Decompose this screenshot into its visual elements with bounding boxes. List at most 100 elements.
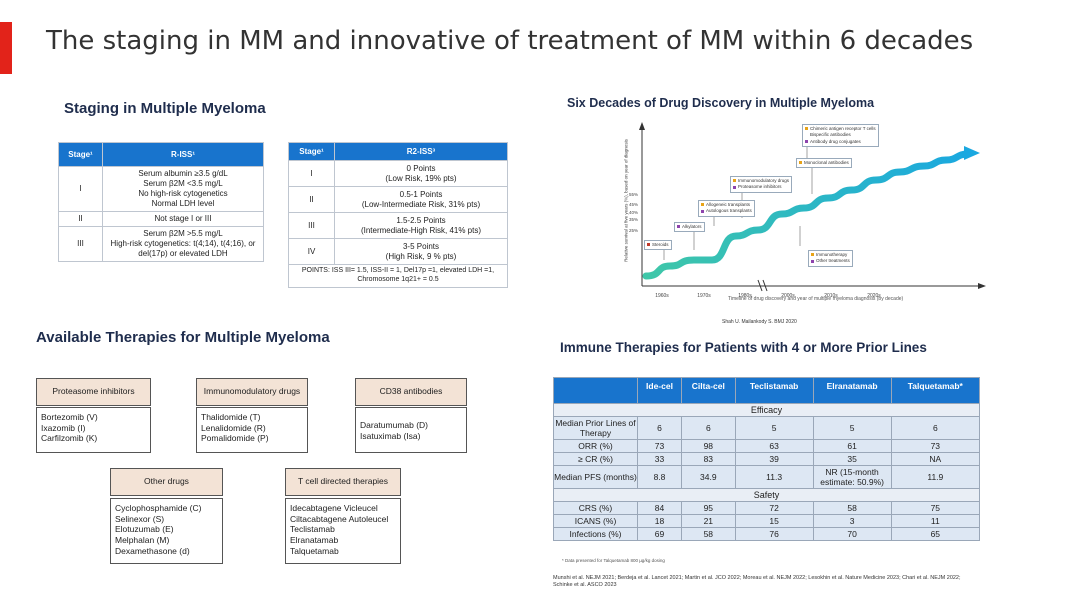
therapy-list-cd38: Daratumumab (D) Isatuximab (Isa) (355, 407, 467, 453)
riss-header-stage: Stage¹ (58, 142, 103, 167)
table-row: Median PFS (months) 8.8 34.9 11.3 NR (15… (553, 465, 981, 489)
criteria-line: Serum albumin ≥3.5 g/dL (138, 169, 228, 178)
table-row: IV 3-5 Points (High Risk, 9 % pts) (288, 238, 508, 265)
stage-cell: IV (288, 238, 335, 265)
list-item: Carfilzomib (K) (41, 433, 98, 444)
stage-cell: I (58, 166, 103, 212)
table-cell: 84 (637, 501, 682, 515)
chart-svg: 25% 35% 40% 45% 55% 1960s 1970s 1980s 2000s 2010… (629, 122, 986, 299)
col-header: Elranatamab (812, 377, 892, 404)
annotation-text: Proteasome inhibitors (738, 184, 782, 190)
table-cell: 39 (734, 452, 814, 466)
section-row: Efficacy (553, 403, 980, 417)
row-label: CRS (%) (553, 501, 638, 515)
table-cell: 11.3 (734, 465, 814, 489)
annotation-text: Immunotherapy (816, 252, 848, 257)
table-row: I Serum albumin ≥3.5 g/dL Serum β2M <3.5… (58, 166, 264, 212)
criteria-line: High-risk cytogenetics: t(4;14), t(4;16)… (110, 239, 256, 248)
legend-dot (733, 185, 736, 189)
table-cell: 58 (680, 527, 736, 541)
table-cell: 3 (812, 514, 892, 528)
therapy-group-proteasome: Proteasome inhibitors (36, 378, 151, 406)
legend-dot (733, 179, 736, 183)
list-item: Elotuzumab (E) (115, 524, 174, 535)
legend-dot (701, 209, 704, 213)
points-line: 0 Points (406, 163, 436, 173)
points-line: (Intermediate-High Risk, 41% pts) (360, 225, 482, 235)
table-cell: NA (890, 452, 981, 466)
table-cell: 33 (637, 452, 682, 466)
list-item: Bortezomib (V) (41, 412, 98, 422)
therapies-title: Available Therapies for Multiple Myeloma (36, 329, 330, 346)
annotation-text: Steroids (652, 242, 669, 247)
riss-table: Stage¹ R-ISS¹ I Serum albumin ≥3.5 g/dL … (58, 142, 264, 262)
group-heading: Other drugs (111, 469, 222, 495)
curve-arrow (964, 146, 980, 160)
x-tick-label: 1960s (655, 293, 669, 299)
staging-title: Staging in Multiple Myeloma (64, 100, 266, 117)
legend-dot (805, 139, 808, 143)
table-row: II 0.5-1 Points (Low-Intermediate Risk, 3… (288, 186, 508, 213)
legend-dot (647, 243, 650, 247)
x-tick-label: 2020s (867, 293, 881, 299)
annotation-imids: Immunomodulatory drugs Proteasome inhibi… (730, 176, 793, 193)
r2iss-header-r2iss: R2-ISS³ (334, 142, 508, 161)
points-line: 0.5-1 Points (399, 189, 443, 199)
list-item: Thalidomide (T) (201, 412, 261, 422)
legend-dot (811, 259, 814, 263)
x-axis-label: Timeline of drug discovery and year of m… (728, 296, 904, 302)
table-cell: 73 (637, 439, 682, 453)
table-cell: 5 (734, 416, 814, 440)
chart-title: Six Decades of Drug Discovery in Multipl… (567, 96, 875, 110)
annotation-text: Immunomodulatory drugs (738, 178, 790, 183)
criteria-line: Serum β2M >5.5 mg/L (143, 229, 223, 238)
riss-header-riss: R-ISS¹ (102, 142, 264, 167)
table-cell: 6 (680, 416, 736, 440)
table-cell: 21 (680, 514, 736, 528)
table-cell: 98 (680, 439, 736, 453)
table-cell: 11 (890, 514, 981, 528)
list-item: Cyclophosphamide (C) (115, 503, 202, 513)
therapy-list-proteasome: Bortezomib (V) Ixazomib (I) Carfilzomib … (36, 407, 151, 453)
stage-cell: I (288, 160, 335, 187)
slide-title: The staging in MM and innovative of trea… (46, 26, 974, 56)
col-header: Teclistamab (734, 377, 814, 404)
list-item: Daratumumab (D) (360, 420, 429, 430)
y-tick-group: 25% 35% 40% 45% 55% (629, 192, 638, 233)
criteria-line: No high-risk cytogenetics (138, 189, 228, 198)
annotation-mabs: Monoclonal antibodies (796, 158, 852, 169)
row-label: ≥ CR (%) (553, 452, 638, 466)
table-row: III 1.5-2.5 Points (Intermediate-High Ris… (288, 212, 508, 239)
pointer-arrows (663, 132, 813, 260)
group-heading: T cell directed therapies (286, 469, 400, 495)
row-label: Median PFS (months) (553, 465, 638, 489)
list-item: Teclistamab (290, 524, 335, 535)
points-cell: 0.5-1 Points (Low-Intermediate Risk, 31% … (334, 186, 508, 213)
list-item: Ixazomib (I) (41, 422, 86, 433)
list-item: Idecabtagene Vicleucel (290, 503, 378, 513)
group-heading: Immunomodulatory drugs (197, 379, 307, 405)
table-cell: 70 (812, 527, 892, 541)
criteria-line: del(17p) or elevated LDH (138, 249, 228, 258)
table-row: II Not stage I or III (58, 211, 264, 227)
table-cell: 95 (680, 501, 736, 515)
criteria-line: Serum β2M <3.5 mg/L (143, 179, 223, 188)
x-tick-label: 1970s (697, 293, 711, 299)
y-axis-label: Relative survival at five years (%), bas… (623, 139, 629, 262)
x-tick-group: 1960s 1970s 1980s 2000s 2010s 2020s (655, 293, 881, 299)
section-label: Efficacy (553, 403, 980, 417)
therapy-group-other: Other drugs (110, 468, 223, 496)
legend-dot (701, 203, 704, 207)
annotation-steroids: Steroids (644, 240, 672, 251)
legend-dot (805, 127, 808, 131)
annotation-cart: Chimeric antigen receptor T cells Bispec… (802, 124, 879, 147)
table-row: III Serum β2M >5.5 mg/L High-risk cytoge… (58, 226, 264, 262)
r2iss-header-stage: Stage¹ (288, 142, 335, 161)
therapy-group-cd38: CD38 antibodies (355, 378, 467, 406)
col-header: Talquetamab* (890, 377, 981, 404)
therapy-group-tcell: T cell directed therapies (285, 468, 401, 496)
accent-bar (0, 22, 12, 74)
points-line: 3-5 Points (402, 241, 440, 251)
list-item: Ciltacabtagene Autoleucel (290, 513, 389, 524)
x-tick-label: 1980s (738, 293, 752, 299)
